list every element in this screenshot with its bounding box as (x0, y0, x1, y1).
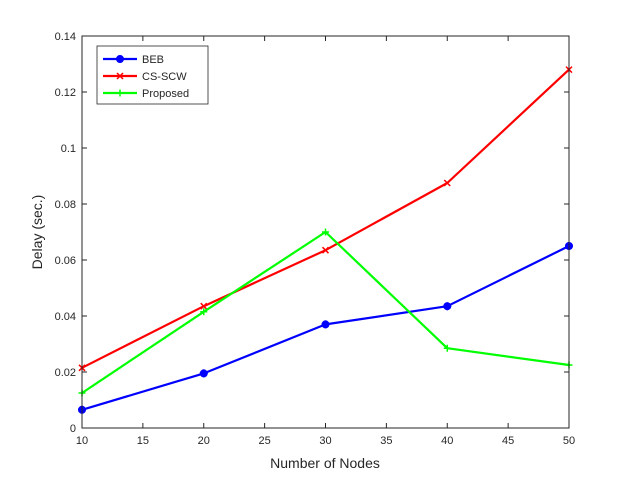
x-tick-label: 20 (198, 435, 210, 447)
y-tick-label: 0.12 (55, 87, 76, 99)
y-tick-label: 0.14 (55, 31, 76, 43)
y-tick-label: 0.08 (55, 199, 76, 211)
data-point-beb (321, 320, 330, 329)
series-beb (78, 242, 573, 414)
data-point-cs-scw (321, 246, 330, 254)
x-tick-label: 10 (76, 435, 88, 447)
data-point-beb (199, 369, 208, 378)
data-point-beb-star (199, 369, 208, 378)
y-axis-label: Delay (sec.) (29, 195, 45, 270)
data-point-beb-star (321, 320, 330, 329)
x-tick-label: 40 (441, 435, 453, 447)
y-tick-label: 0.1 (61, 143, 76, 155)
legend-marker-cs-scw-cross (116, 72, 124, 80)
legend-entry-proposed: Proposed (103, 88, 189, 100)
x-tick-label: 45 (502, 435, 514, 447)
data-point-proposed-plus (443, 344, 451, 352)
data-point-cs-scw (443, 179, 451, 187)
legend-label-beb: BEB (142, 54, 164, 66)
x-axis: 10 15 20 25 30 35 40 45 50 (76, 36, 575, 447)
x-tick-label: 35 (380, 435, 392, 447)
legend-marker-proposed-plus (116, 89, 124, 97)
x-axis-label: Number of Nodes (270, 455, 380, 471)
legend-entry-cs-scw: CS-SCW (103, 71, 187, 83)
data-point-beb-star (443, 302, 452, 311)
y-axis: 0 0.02 0.04 0.06 0.08 0.1 0.12 0.14 (55, 31, 569, 435)
data-point-cs-scw-cross (443, 179, 451, 187)
legend-marker-cs-scw (116, 72, 124, 80)
data-point-cs-scw (200, 302, 208, 310)
data-point-cs-scw-cross (321, 246, 330, 254)
data-point-proposed (322, 228, 329, 236)
y-tick-label: 0.04 (55, 311, 76, 323)
x-tick-label: 25 (259, 435, 271, 447)
data-point-proposed (200, 308, 208, 316)
legend-marker-beb (116, 55, 124, 63)
legend-label-cs-scw: CS-SCW (142, 71, 187, 83)
legend-label-proposed: Proposed (142, 88, 189, 100)
y-tick-label: 0 (70, 423, 76, 435)
legend: BEB CS-SCW Proposed (96, 45, 209, 105)
y-tick-label: 0.06 (55, 255, 76, 267)
data-point-proposed-plus (322, 228, 329, 236)
data-point-proposed (443, 344, 451, 352)
x-tick-label: 50 (563, 435, 575, 447)
legend-marker-beb-star (116, 55, 124, 63)
data-point-beb (443, 302, 452, 311)
y-tick-label: 0.02 (55, 367, 76, 379)
x-tick-label: 15 (137, 435, 149, 447)
legend-entry-beb: BEB (103, 54, 164, 66)
data-point-cs-scw-cross (200, 302, 208, 310)
x-tick-label: 30 (319, 435, 331, 447)
legend-marker-proposed (116, 89, 124, 97)
data-point-proposed-plus (200, 308, 208, 316)
series-group (78, 66, 573, 414)
